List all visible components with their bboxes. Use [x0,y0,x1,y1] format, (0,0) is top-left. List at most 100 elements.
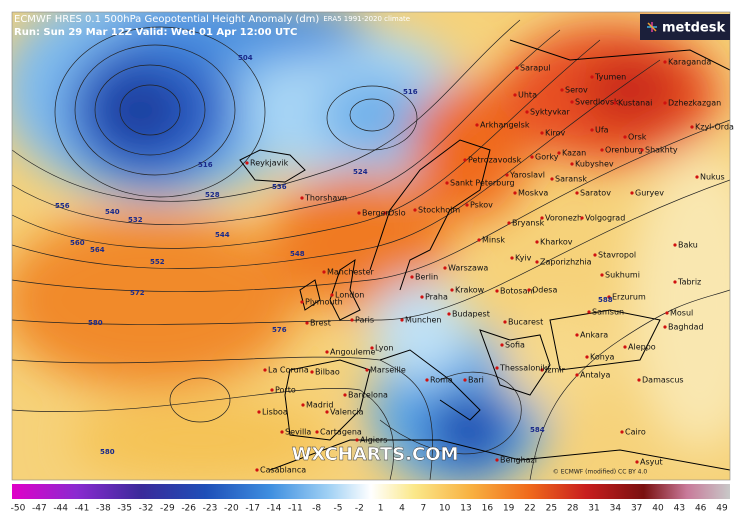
city-dot [505,173,509,177]
colorbar [12,484,730,499]
city-dot [535,260,539,264]
city-label: Benghazi [500,456,537,465]
city-label: Voronezh [545,214,582,223]
city-label: Baghdad [668,323,704,332]
city-dot [673,280,677,284]
city-dot [310,370,314,374]
colorbar-label: -35 [117,504,132,514]
city-dot [370,346,374,350]
city-label: Barcelona [348,391,388,400]
city-dot [322,270,326,274]
city-dot [507,221,511,225]
city-label: London [335,291,364,300]
city-dot [325,350,329,354]
contour-label: 528 [205,191,220,199]
colorbar-label: 37 [631,504,642,514]
city-label: Baku [678,241,698,250]
city-label: Thorshavn [304,194,347,203]
city-dot [613,101,617,105]
city-label: Munchen [405,316,442,325]
city-label: Kustanai [618,99,652,108]
city-dot [343,393,347,397]
city-label: Casablanca [260,466,306,475]
colorbar-label: 46 [695,504,707,514]
city-label: Lisboa [262,408,288,417]
city-label: Ufa [595,126,609,135]
colorbar-label: 1 [378,504,384,514]
contours [12,19,730,480]
title-climate: ERA5 1991-2020 climate [323,15,410,23]
city-dot [600,148,604,152]
city-dot [503,320,507,324]
city-label: Moskva [518,189,548,198]
city-dot [623,135,627,139]
colorbar-label: -17 [245,504,260,514]
contour-label: 548 [290,250,305,258]
city-dot [463,158,467,162]
colorbar-label: -14 [267,504,282,514]
city-dot [513,93,517,97]
city-dot [600,273,604,277]
city-dot [330,293,334,297]
city-label: Arkhangelsk [480,121,530,130]
city-label: Damascus [642,376,684,385]
city-label: Izmir [545,366,566,375]
city-label: Stavropol [598,251,636,260]
contour-label: 516 [198,161,213,169]
colorbar-label: 4 [399,504,405,514]
colorbar-label: -2 [355,504,364,514]
city-dot [690,125,694,129]
city-dot [365,368,369,372]
city-dot [525,110,529,114]
city-dot [515,66,519,70]
city-label: Algiers [360,436,387,445]
city-label: Cairo [625,428,646,437]
city-label: Asyut [640,458,663,467]
city-label: Manchester [327,268,374,277]
city-label: Ankara [580,331,608,340]
city-label: Kazan [562,149,586,158]
colorbar-label: 19 [503,504,515,514]
city-label: Sofia [505,341,525,350]
city-dot [413,208,417,212]
city-label: Lyon [375,344,393,353]
city-dot [510,256,514,260]
city-dot [443,266,447,270]
city-dot [585,355,589,359]
city-label: Bari [468,376,484,385]
contour-label: 580 [100,448,115,456]
city-label: Mosul [670,309,693,318]
city-dot [630,191,634,195]
city-label: Uhta [518,91,537,100]
city-dot [465,203,469,207]
colorbar-label: 31 [588,504,599,514]
colorbar-label: 43 [674,504,685,514]
city-label: Zaporizhzhia [540,258,592,267]
city-label: Volgograd [585,214,625,223]
logo-text: metdesk [662,21,725,36]
colorbar-label: 40 [652,504,664,514]
anomaly-field [12,12,730,480]
city-dot [535,240,539,244]
city-dot [663,101,667,105]
city-dot [301,403,305,407]
city-label: Madrid [306,401,333,410]
city-dot [640,148,644,152]
city-dot [635,460,639,464]
colorbar-label: -41 [75,504,90,514]
city-dot [257,410,261,414]
city-label: Roma [430,376,453,385]
city-dot [663,325,667,329]
colorbar-label: -32 [139,504,154,514]
city-label: Kharkov [540,238,573,247]
city-label: Tabriz [677,278,701,287]
city-dot [560,88,564,92]
city-dot [550,177,554,181]
city-label: Reykjavik [250,159,289,168]
city-dot [527,288,531,292]
city-label: Samsun [592,308,624,317]
city-dot [513,191,517,195]
city-label: Kirov [545,129,565,138]
colorbar-label: 34 [610,504,622,514]
